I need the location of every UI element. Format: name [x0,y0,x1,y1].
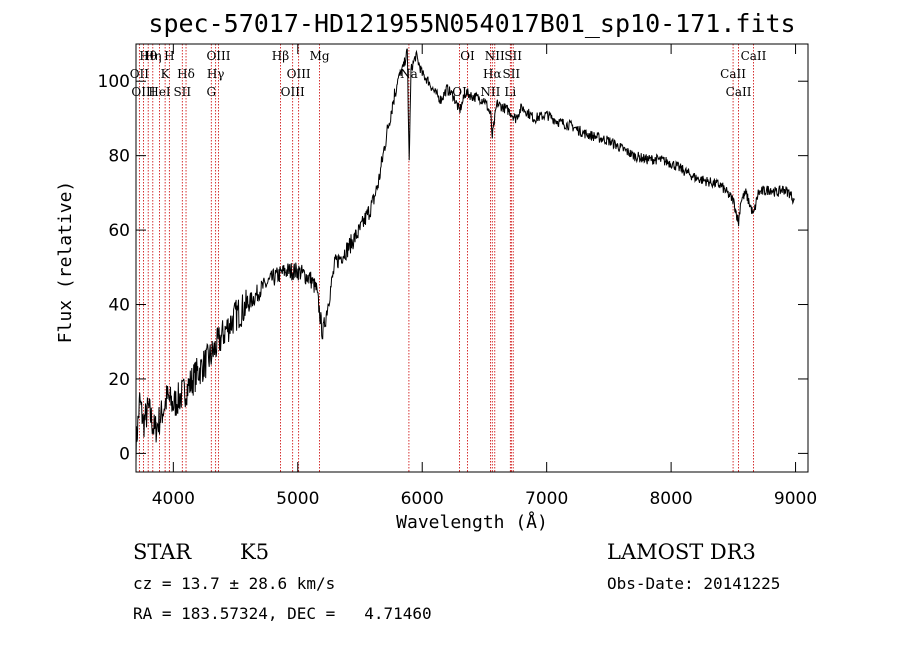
reference-line-label: Hα [483,67,502,81]
reference-line-label: OIII [206,49,230,63]
x-axis-label: Wavelength (Å) [396,511,548,533]
plot-frame [135,43,809,473]
reference-line-label: SII [173,85,191,99]
x-tick-label: 4000 [152,489,195,509]
reference-line-label: OIII [287,67,311,81]
y-tick-label: 0 [119,444,130,464]
redshift-readout: cz = 13.7 ± 28.6 km/s [133,574,336,593]
y-tick-label: 80 [108,147,130,167]
x-tick-label: 6000 [401,489,444,509]
reference-line-label: Hθ [139,49,157,63]
reference-line-label: H [164,49,174,63]
reference-line-label: Mg [310,49,330,63]
reference-line-label: K [161,67,171,81]
reference-line-label: Na [400,67,418,81]
reference-line-label: Li [504,85,516,99]
reference-line-label: OIII [131,85,155,99]
reference-line-label: CaII [726,85,752,99]
reference-line-label: SII [504,49,522,63]
y-tick-label: 40 [108,296,130,316]
reference-line-label: Hδ [177,67,195,81]
reference-line-label: NII [480,85,500,99]
y-tick-label: 20 [108,370,130,390]
y-tick-label: 60 [108,221,130,241]
object-class: STAR [133,540,192,564]
reference-line-label: G [206,85,216,99]
x-tick-label: 9000 [774,489,817,509]
reference-line-label: OII [130,67,150,81]
x-tick-label: 8000 [649,489,692,509]
y-axis-label: Flux (relative) [55,181,76,344]
reference-line-label: Hη [144,49,162,63]
reference-line-label: OIII [281,85,305,99]
survey-name: LAMOST DR3 [607,540,756,564]
y-tick-label: 100 [98,72,130,92]
reference-line-label: SII [502,67,520,81]
reference-line-label: CaII [741,49,767,63]
reference-line-label: HeI [148,85,171,99]
reference-line-label: NII [485,49,505,63]
x-tick-label: 7000 [525,489,568,509]
reference-line-labels: Hθ OII OIII Hη K HeI HHδ SII OIII Hγ G Hβ OIII OIII Mg… [130,49,767,99]
spectral-subclass: K5 [240,540,270,564]
obs-date-readout: Obs-Date: 20141225 [607,574,781,593]
x-axis-ticks: 4000 5000 6000 7000 8000 9000 [152,44,817,509]
reference-line-label: OI [460,49,475,63]
x-tick-label: 5000 [276,489,319,509]
reference-lines [138,44,754,472]
spectrum-series-line [135,48,795,463]
reference-line-label: CaII [720,67,746,81]
reference-line-label: Hγ [207,67,225,81]
chart-title: spec-57017-HD121955N054017B01_sp10-171.f… [148,9,795,38]
coordinates-readout: RA = 183.57324, DEC = 4.71460 [133,604,432,623]
y-axis-ticks: 0 20 40 60 80 100 [98,72,808,464]
reference-line-label: Hβ [272,49,289,63]
